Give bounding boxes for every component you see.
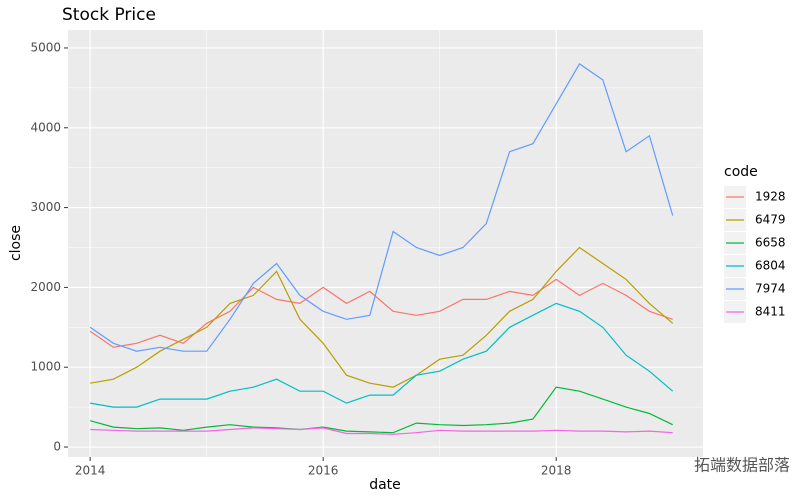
line bbox=[89, 63, 674, 352]
x-tick-label: 2014 bbox=[75, 464, 106, 478]
line bbox=[89, 386, 673, 434]
line bbox=[90, 427, 673, 435]
y-tick-label: 0 bbox=[53, 440, 61, 454]
grid bbox=[68, 30, 703, 457]
x-axis-title: date bbox=[369, 477, 401, 493]
legend-label: 6804 bbox=[755, 259, 786, 273]
lines bbox=[89, 63, 674, 435]
chart-title: Stock Price bbox=[62, 5, 156, 25]
watermark: 拓端数据部落 bbox=[694, 456, 790, 475]
legend-label: 6658 bbox=[755, 236, 786, 250]
line bbox=[89, 246, 674, 388]
y-tick-label: 1000 bbox=[30, 360, 61, 374]
y-tick-label: 3000 bbox=[30, 200, 61, 214]
legend-label: 8411 bbox=[755, 305, 786, 319]
line bbox=[89, 278, 673, 348]
legend-title: code bbox=[724, 164, 758, 180]
y-tick-label: 4000 bbox=[30, 120, 61, 134]
y-tick-label: 2000 bbox=[30, 280, 61, 294]
x-tick-label: 2018 bbox=[541, 464, 572, 478]
line bbox=[89, 302, 674, 408]
legend-label: 6479 bbox=[755, 213, 786, 227]
x-tick-label: 2016 bbox=[308, 464, 339, 478]
y-axis-title: close bbox=[8, 225, 24, 261]
y-tick-label: 5000 bbox=[30, 40, 61, 54]
legend-label: 1928 bbox=[755, 190, 786, 204]
legend-label: 7974 bbox=[755, 282, 786, 296]
